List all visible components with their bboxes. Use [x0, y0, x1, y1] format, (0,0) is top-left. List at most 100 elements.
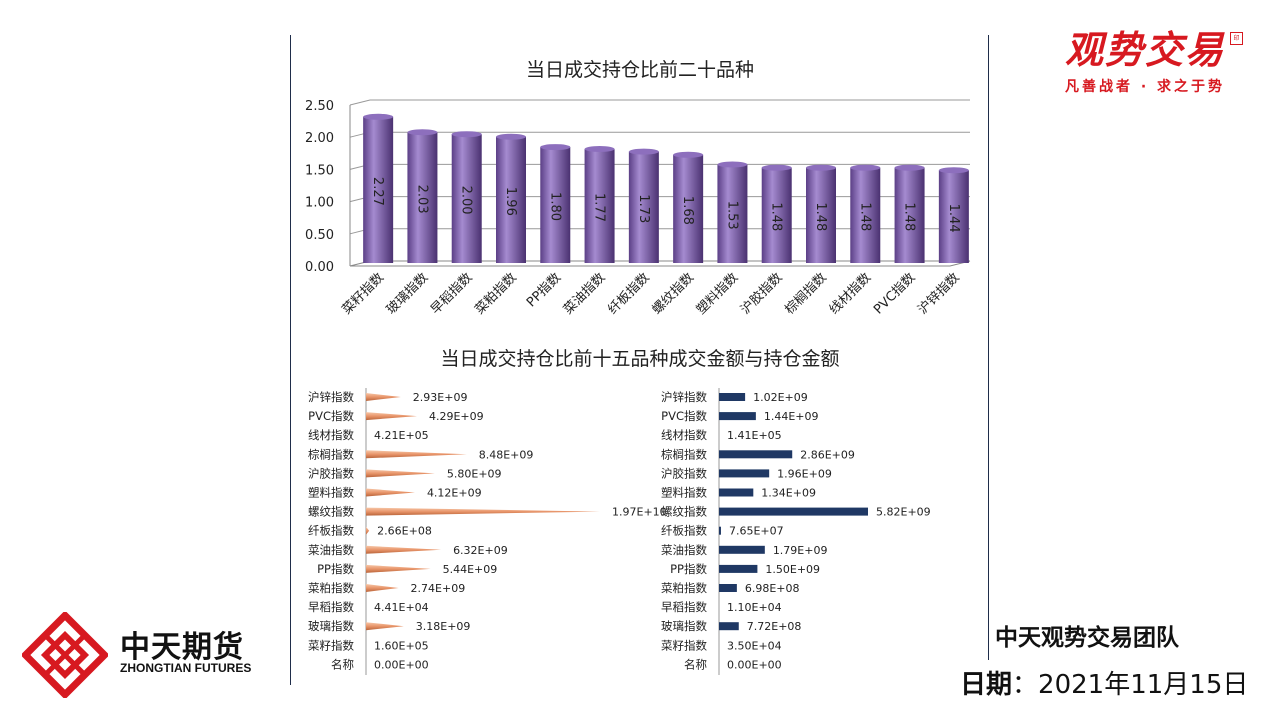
x-tick-label: PVC指数 — [871, 270, 918, 317]
bar-value-label: 3.18E+09 — [416, 620, 471, 633]
category-label: 线材指数 — [308, 428, 354, 442]
logo-en-text: ZHONGTIAN FUTURES — [120, 661, 252, 675]
top-chart-title: 当日成交持仓比前二十品种 — [526, 59, 754, 81]
zhongtian-logo-icon — [22, 612, 108, 698]
bar-value-label: 1.97E+10 — [612, 506, 667, 519]
category-label: 纤板指数 — [308, 524, 354, 538]
date-sep: ： — [1012, 670, 1039, 700]
bar — [806, 167, 836, 263]
y-tick-label: 1.50 — [305, 163, 334, 178]
bar-top — [894, 164, 925, 171]
x-tick-label: 早稻指数 — [428, 270, 475, 317]
cone-bar — [366, 412, 417, 421]
category-label: 棕榈指数 — [661, 447, 707, 461]
bar-value-label: 1.44E+09 — [764, 410, 819, 423]
bar-top — [451, 131, 482, 138]
cone-bar — [366, 584, 399, 592]
category-label: 菜粕指数 — [308, 581, 354, 595]
bar-value-label: 1.73 — [636, 194, 651, 223]
bar-value-label: 1.53 — [724, 201, 739, 230]
y-tick-label: 2.50 — [305, 99, 334, 114]
category-label: 玻璃指数 — [661, 619, 707, 633]
bar-top — [363, 113, 394, 120]
x-tick-label: 塑料指数 — [694, 270, 741, 317]
bar — [719, 393, 746, 401]
category-label: 沪胶指数 — [661, 466, 707, 480]
category-label: 沪锌指数 — [308, 390, 354, 404]
bar — [451, 134, 482, 263]
divider-left — [290, 35, 291, 685]
team-name: 中天观势交易团队 — [995, 625, 1179, 651]
x-tick-label: 菜粕指数 — [472, 270, 519, 317]
cone-bar — [366, 545, 442, 554]
bar — [719, 564, 758, 573]
category-label: 菜籽指数 — [308, 638, 354, 652]
x-tick-label: PP指数 — [524, 270, 564, 310]
category-label: 早稻指数 — [308, 600, 354, 614]
bar — [717, 164, 748, 263]
bar-value-label: 2.66E+08 — [377, 525, 432, 538]
x-tick-label: 玻璃指数 — [384, 270, 431, 317]
bar-value-label: 4.29E+09 — [429, 410, 484, 423]
cone-bar — [366, 450, 467, 459]
category-label: PVC指数 — [308, 409, 354, 423]
bar-value-label: 4.21E+05 — [374, 429, 429, 442]
bar-value-label: 1.60E+05 — [374, 639, 429, 652]
bar — [363, 116, 394, 263]
bar-value-label: 1.48 — [813, 202, 828, 231]
bar-value-label: 0.00E+00 — [727, 658, 782, 671]
bar-top — [584, 146, 615, 153]
bar-value-label: 2.00 — [459, 186, 474, 215]
bar-value-label: 1.48 — [857, 202, 872, 231]
bottom-chart-title: 当日成交持仓比前十五品种成交金额与持仓金额 — [440, 348, 839, 370]
category-label: 名称 — [684, 657, 707, 671]
x-tick-label: 菜油指数 — [561, 270, 608, 317]
bar-value-label: 5.80E+09 — [447, 467, 502, 480]
category-label: 塑料指数 — [308, 486, 354, 500]
bar — [719, 526, 721, 535]
bar-value-label: 2.93E+09 — [413, 391, 468, 404]
cone-bar — [366, 393, 401, 401]
bar-value-label: 5.44E+09 — [443, 563, 498, 576]
category-label: PP指数 — [317, 562, 354, 576]
bar — [719, 622, 739, 631]
bar — [407, 132, 438, 263]
divider-right — [988, 35, 989, 660]
bar-value-label: 1.10E+04 — [727, 601, 782, 614]
y-tick-label: 0.50 — [305, 228, 334, 243]
bar-value-label: 7.72E+08 — [747, 620, 802, 633]
bar-top — [496, 133, 526, 140]
bar-value-label: 1.77 — [592, 193, 607, 222]
bar-value-label: 4.41E+04 — [374, 601, 429, 614]
bar — [540, 147, 571, 263]
category-label: 螺纹指数 — [308, 505, 354, 519]
bar — [628, 151, 659, 263]
bar-top — [673, 151, 704, 158]
y-tick-label: 0.00 — [305, 260, 334, 275]
bar-top — [761, 164, 792, 171]
bar-value-label: 2.03 — [414, 185, 429, 214]
category-label: 玻璃指数 — [308, 619, 354, 633]
bar-value-label: 1.44 — [946, 204, 961, 233]
category-label: 塑料指数 — [661, 486, 707, 500]
bar — [719, 412, 756, 421]
bar-value-label: 5.82E+09 — [876, 506, 931, 519]
bar-top — [407, 129, 438, 136]
date-value: 2021年11月15日 — [1038, 670, 1249, 700]
category-label: 螺纹指数 — [661, 505, 707, 519]
brand-logo: 观势交易 凡善战者 · 求之于势 — [1040, 28, 1250, 96]
cone-bar — [366, 469, 435, 478]
category-label: 早稻指数 — [661, 600, 707, 614]
bar-top — [850, 164, 881, 171]
bar-value-label: 1.34E+09 — [761, 487, 816, 500]
cone-bar — [366, 526, 370, 535]
x-tick-label: 纤板指数 — [605, 270, 652, 317]
category-label: 沪胶指数 — [308, 466, 354, 480]
bar-top — [628, 148, 659, 155]
cone-bar — [366, 488, 415, 497]
bar-value-label: 8.48E+09 — [479, 448, 534, 461]
bar-value-label: 6.32E+09 — [453, 544, 508, 557]
cone-bar — [366, 507, 600, 516]
bar-value-label: 2.86E+09 — [800, 448, 855, 461]
category-label: 线材指数 — [661, 428, 707, 442]
